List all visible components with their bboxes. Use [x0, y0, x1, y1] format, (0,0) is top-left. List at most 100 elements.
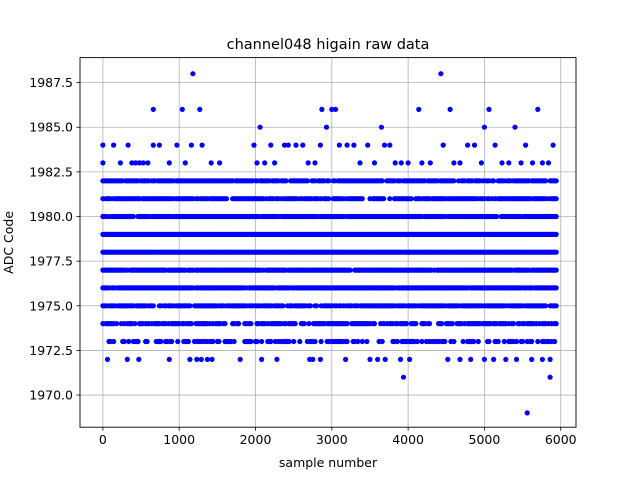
x-axis-ticks: 0 1000 2000 3000 4000 5000 6000 [99, 427, 577, 447]
data-point [478, 160, 484, 166]
data-point [378, 124, 384, 130]
data-point [190, 71, 196, 77]
data-point [426, 321, 433, 327]
data-point [326, 178, 332, 184]
data-point [111, 142, 117, 148]
data-point [236, 321, 242, 327]
data-point [285, 142, 291, 148]
data-point [468, 356, 474, 362]
data-point [553, 178, 559, 184]
data-point [513, 338, 520, 345]
data-point [291, 338, 297, 345]
y-tick-label: 1982.5 [29, 164, 73, 179]
data-point [300, 142, 306, 148]
x-tick-label: 2000 [240, 432, 272, 447]
data-point [347, 267, 353, 273]
data-point [481, 124, 487, 130]
data-point [449, 321, 455, 327]
data-point [553, 249, 559, 255]
data-point [357, 160, 363, 166]
data-point [329, 106, 335, 112]
data-point [283, 178, 289, 184]
data-point [301, 321, 307, 327]
data-point [312, 160, 318, 166]
data-point [293, 142, 299, 148]
data-point [169, 338, 175, 345]
data-point [539, 160, 546, 166]
data-point [529, 338, 535, 345]
data-point [471, 338, 477, 345]
data-point [492, 142, 498, 148]
data-point [209, 356, 215, 362]
data-point [535, 106, 541, 112]
data-point [553, 303, 559, 309]
data-point [262, 160, 268, 166]
data-point [547, 374, 553, 380]
data-point [398, 160, 404, 166]
data-point [394, 338, 400, 345]
data-point [254, 338, 260, 345]
data-point [520, 338, 526, 345]
data-point [204, 356, 210, 362]
data-point [222, 321, 228, 327]
data-point [223, 196, 230, 202]
data-point [145, 160, 151, 166]
data-point [124, 356, 130, 362]
data-point [529, 160, 536, 166]
data-point [259, 338, 265, 345]
data-point [198, 356, 204, 362]
data-point [197, 106, 203, 112]
data-point [158, 338, 164, 345]
data-point [280, 303, 286, 309]
x-tick-label: 5000 [469, 432, 501, 447]
data-point [136, 356, 142, 362]
data-point [254, 160, 260, 166]
data-point [542, 303, 549, 309]
data-point [317, 142, 323, 148]
data-point [494, 213, 500, 220]
x-tick-label: 4000 [392, 432, 424, 447]
data-point [379, 178, 385, 184]
data-point [310, 356, 316, 362]
data-points [100, 71, 559, 416]
data-point [413, 321, 419, 327]
data-point [251, 142, 257, 148]
data-point [486, 338, 492, 345]
data-point [513, 356, 520, 362]
data-point [510, 321, 516, 327]
data-point [274, 356, 280, 362]
data-point [481, 356, 487, 362]
data-point [392, 160, 398, 166]
data-point [140, 160, 146, 166]
data-point [550, 142, 556, 148]
data-point [292, 321, 298, 327]
x-tick-label: 6000 [545, 432, 577, 447]
data-point [133, 160, 139, 166]
data-point [272, 160, 278, 166]
x-tick-label: 1000 [163, 432, 195, 447]
data-point [440, 142, 446, 148]
data-point [367, 356, 373, 362]
data-point [182, 160, 188, 166]
data-point [501, 338, 507, 345]
data-point [499, 160, 505, 166]
data-point [382, 356, 388, 362]
y-axis-label: ADC Code [1, 211, 16, 274]
data-point [286, 338, 292, 345]
y-tick-label: 1985.0 [29, 120, 73, 135]
data-point [344, 321, 350, 327]
data-point [359, 196, 365, 202]
y-axis-ticks: 1970.0 1972.5 1975.0 1977.5 1980.0 1982.5 1985… [29, 75, 80, 403]
data-point [351, 142, 357, 148]
data-point [506, 160, 512, 166]
data-point [387, 142, 393, 148]
data-point [121, 338, 127, 345]
data-point [297, 338, 303, 345]
data-point [416, 106, 422, 112]
y-tick-label: 1970.0 [29, 388, 73, 403]
data-point [439, 321, 445, 327]
data-point [248, 321, 254, 327]
data-point [144, 338, 150, 345]
data-point [174, 142, 180, 148]
